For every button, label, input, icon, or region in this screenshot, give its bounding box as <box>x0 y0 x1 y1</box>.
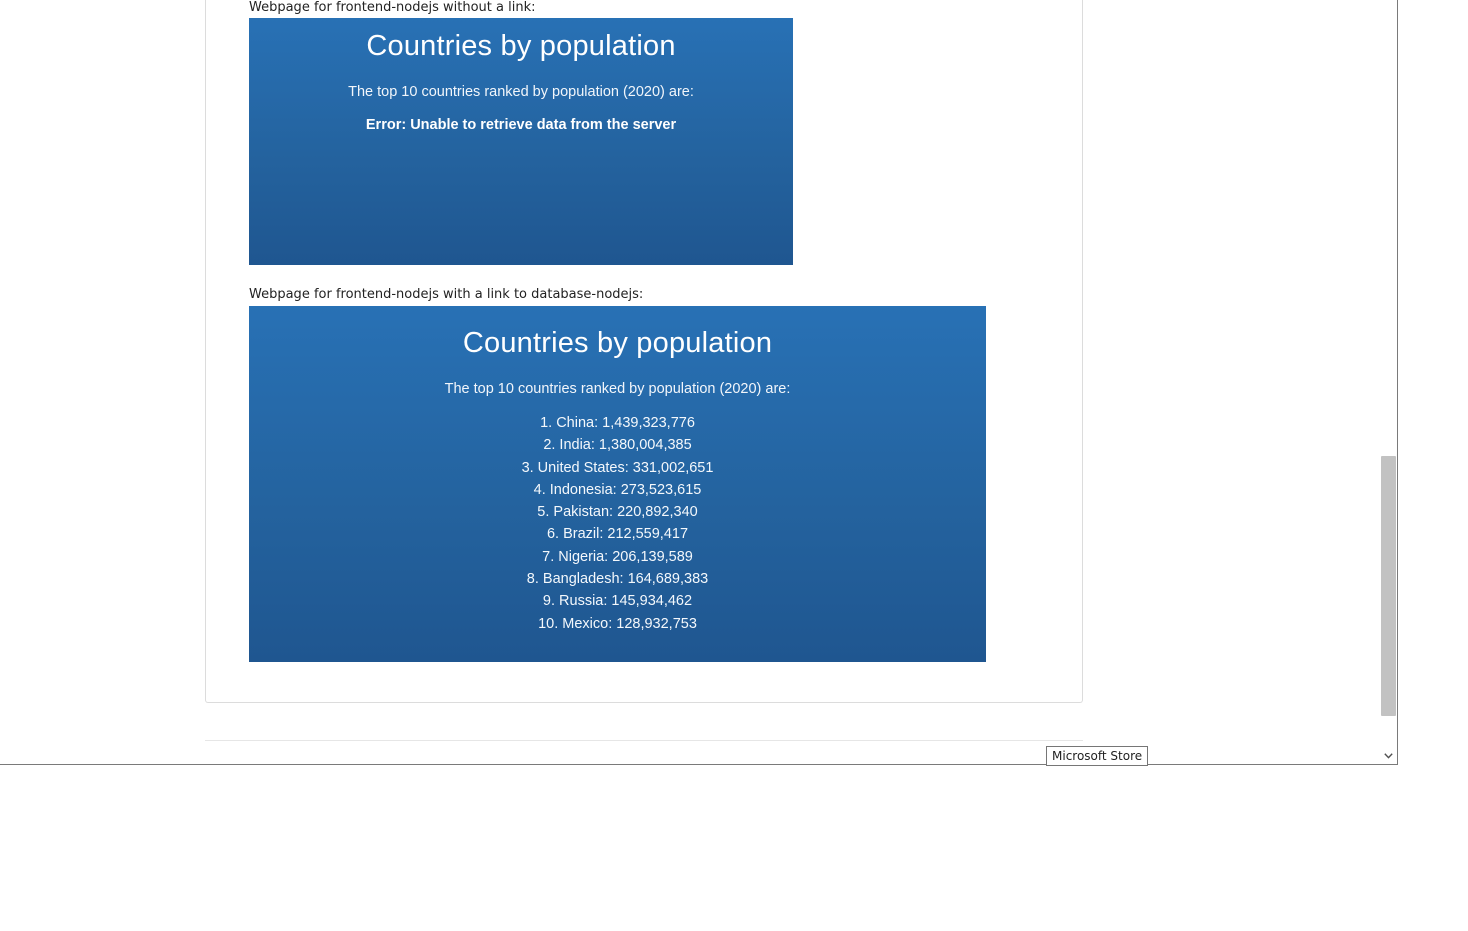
country-item: 4. Indonesia: 273,523,615 <box>533 481 702 498</box>
screenshot-with-link: Countries by population The top 10 count… <box>249 306 986 662</box>
chevron-down-icon[interactable] <box>1380 747 1397 764</box>
country-list: 1. China: 1,439,323,776 2. India: 1,380,… <box>249 412 986 635</box>
country-item: 10. Mexico: 128,932,753 <box>538 615 697 632</box>
app-subtitle: The top 10 countries ranked by populatio… <box>348 84 694 100</box>
country-item: 5. Pakistan: 220,892,340 <box>537 504 698 521</box>
section-divider <box>205 740 1083 741</box>
caption-without-link: Webpage for frontend-nodejs without a li… <box>249 0 536 15</box>
country-item: 6. Brazil: 212,559,417 <box>546 526 689 543</box>
error-message: Error: Unable to retrieve data from the … <box>365 117 677 133</box>
screenshot-without-link: Countries by population The top 10 count… <box>249 18 793 265</box>
caption-with-link: Webpage for frontend-nodejs with a link … <box>249 287 644 302</box>
scrollbar-thumb[interactable] <box>1381 456 1396 716</box>
country-item: 8. Bangladesh: 164,689,383 <box>526 571 709 588</box>
app-title: Countries by population <box>366 30 676 62</box>
country-item: 3. United States: 331,002,651 <box>521 459 714 476</box>
country-item: 1. China: 1,439,323,776 <box>540 415 695 431</box>
country-item: 2. India: 1,380,004,385 <box>543 437 692 454</box>
app-title: Countries by population <box>462 327 773 359</box>
microsoft-store-tooltip: Microsoft Store <box>1046 746 1149 766</box>
country-item: 9. Russia: 145,934,462 <box>542 593 693 610</box>
country-item: 7. Nigeria: 206,139,589 <box>542 548 693 565</box>
browser-viewport: Webpage for frontend-nodejs without a li… <box>0 0 1398 765</box>
app-subtitle: The top 10 countries ranked by populatio… <box>444 381 791 397</box>
